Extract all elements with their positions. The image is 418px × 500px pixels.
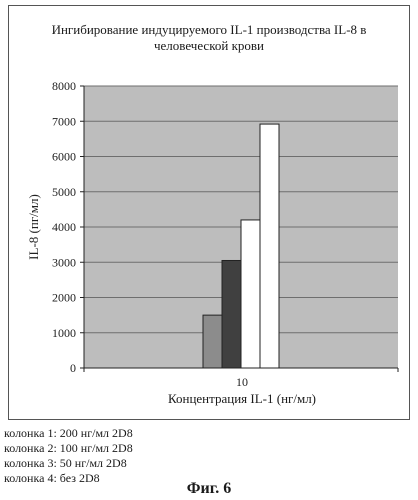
legend-item-3: колонка 3: 50 нг/мл 2D8	[4, 456, 133, 471]
y-tick-label: 8000	[52, 79, 76, 93]
y-tick-label: 6000	[52, 150, 76, 164]
y-tick-label: 0	[70, 361, 76, 375]
figure-caption: Фиг. 6	[0, 480, 418, 498]
bar-3	[241, 220, 260, 368]
y-tick-label: 2000	[52, 291, 76, 305]
bar-4	[260, 124, 279, 368]
y-axis-label: IL-8 (пг/мл)	[26, 194, 41, 260]
y-tick-label: 1000	[52, 326, 76, 340]
y-tick-label: 3000	[52, 255, 76, 269]
y-tick-label: 7000	[52, 114, 76, 128]
y-tick-label: 4000	[52, 220, 76, 234]
x-axis-label: Концентрация IL-1 (нг/мл)	[72, 391, 412, 407]
legend: колонка 1: 200 нг/мл 2D8 колонка 2: 100 …	[4, 426, 133, 486]
bar-2	[222, 260, 241, 368]
y-tick-label: 5000	[52, 185, 76, 199]
legend-item-2: колонка 2: 100 нг/мл 2D8	[4, 441, 133, 456]
legend-item-1: колонка 1: 200 нг/мл 2D8	[4, 426, 133, 441]
bar-1	[203, 315, 222, 368]
bar-chart: 0 1000 2000 3000 4000 5000 6000 7000 8000 10 IL-8 …	[0, 0, 418, 420]
x-category-label: 10	[236, 375, 248, 389]
